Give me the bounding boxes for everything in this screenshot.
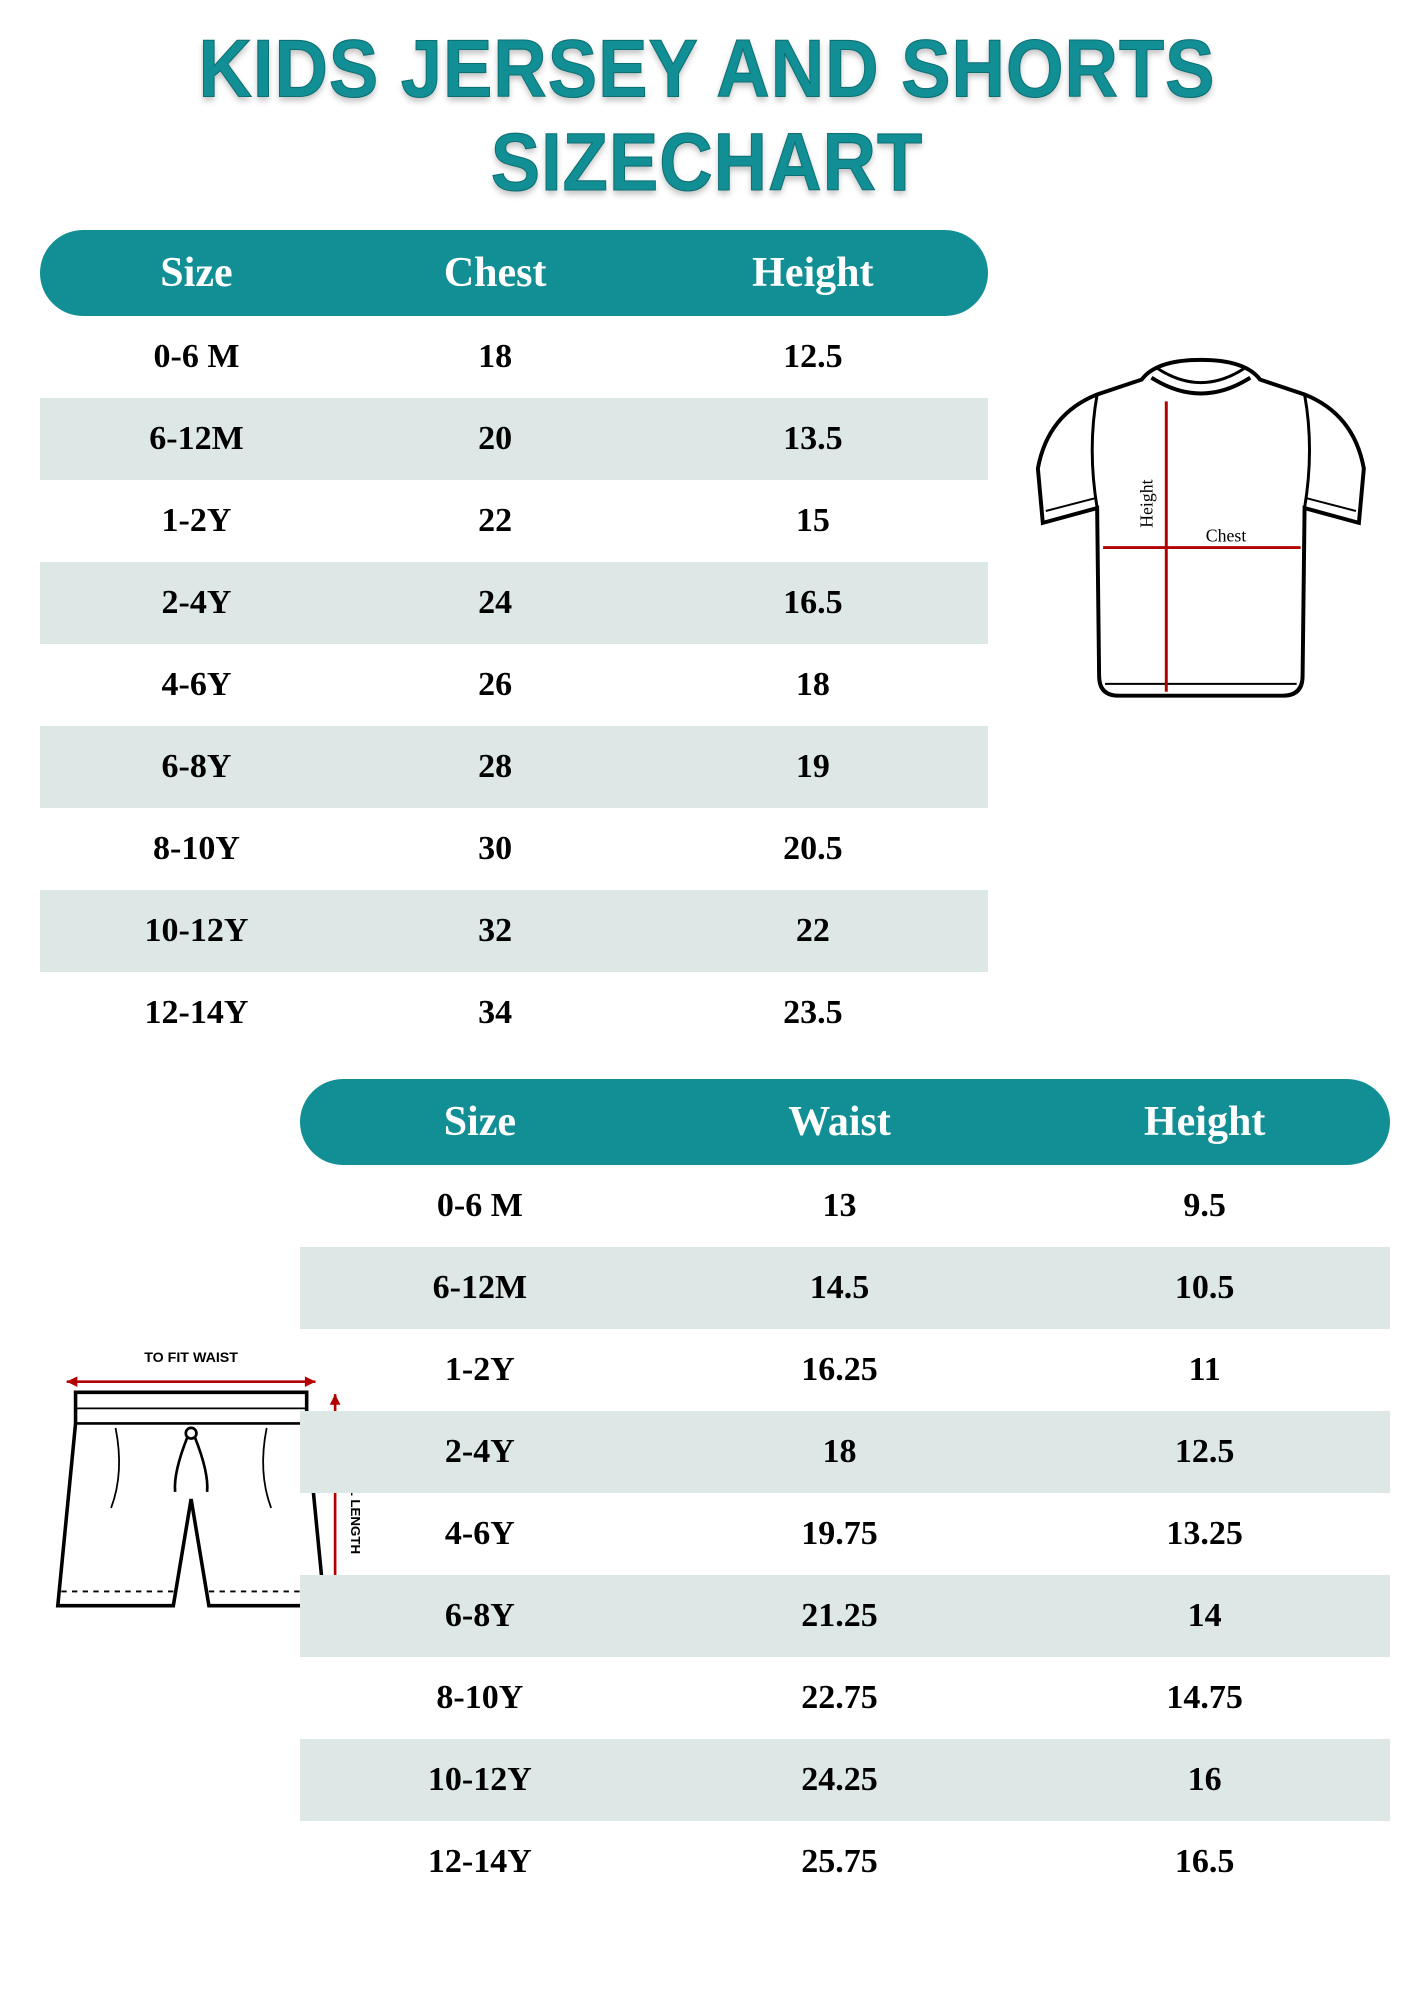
table-cell: 11 [1019, 1351, 1390, 1389]
table-cell: 19.75 [660, 1515, 1020, 1553]
shorts-header-waist: Waist [660, 1098, 1020, 1146]
table-cell: 12-14Y [40, 994, 353, 1032]
tshirt-icon: Height Chest [1028, 350, 1374, 725]
table-cell: 4-6Y [40, 666, 353, 704]
table-cell: 28 [353, 748, 637, 786]
table-cell: 20.5 [637, 830, 988, 868]
table-cell: 8-10Y [300, 1679, 660, 1717]
table-row: 1-2Y2215 [40, 480, 988, 562]
table-cell: 9.5 [1019, 1187, 1390, 1225]
table-row: 6-8Y21.2514 [300, 1575, 1390, 1657]
table-cell: 1-2Y [300, 1351, 660, 1389]
table-cell: 16 [1019, 1761, 1390, 1799]
table-cell: 14 [1019, 1597, 1390, 1635]
jersey-size-table: Size Chest Height 0-6 M1812.56-12M2013.5… [40, 230, 988, 1054]
table-cell: 4-6Y [300, 1515, 660, 1553]
table-cell: 12.5 [637, 338, 988, 376]
table-cell: 22 [353, 502, 637, 540]
table-cell: 12.5 [1019, 1433, 1390, 1471]
table-row: 8-10Y3020.5 [40, 808, 988, 890]
table-cell: 18 [353, 338, 637, 376]
shorts-size-table: Size Waist Height 0-6 M139.56-12M14.510.… [300, 1079, 1390, 1903]
jersey-table-header: Size Chest Height [40, 230, 988, 316]
shorts-table-header: Size Waist Height [300, 1079, 1390, 1165]
table-cell: 22.75 [660, 1679, 1020, 1717]
table-cell: 25.75 [660, 1843, 1020, 1881]
table-cell: 26 [353, 666, 637, 704]
table-cell: 18 [637, 666, 988, 704]
table-row: 1-2Y16.2511 [300, 1329, 1390, 1411]
shorts-header-size: Size [300, 1098, 660, 1146]
table-cell: 8-10Y [40, 830, 353, 868]
jersey-header-size: Size [40, 249, 353, 297]
table-row: 2-4Y2416.5 [40, 562, 988, 644]
table-cell: 19 [637, 748, 988, 786]
shorts-waist-label: TO FIT WAIST [144, 1350, 238, 1366]
table-row: 10-12Y24.2516 [300, 1739, 1390, 1821]
table-row: 10-12Y3222 [40, 890, 988, 972]
table-cell: 14.75 [1019, 1679, 1390, 1717]
table-cell: 30 [353, 830, 637, 868]
table-cell: 6-12M [40, 420, 353, 458]
table-row: 4-6Y2618 [40, 644, 988, 726]
table-row: 0-6 M1812.5 [40, 316, 988, 398]
table-cell: 23.5 [637, 994, 988, 1032]
table-cell: 6-12M [300, 1269, 660, 1307]
table-cell: 1-2Y [40, 502, 353, 540]
table-cell: 16.5 [637, 584, 988, 622]
page-title: KIDS JERSEY AND SHORTS SIZECHART [40, 22, 1374, 209]
tshirt-chest-label: Chest [1206, 526, 1247, 546]
table-row: 12-14Y25.7516.5 [300, 1821, 1390, 1903]
table-cell: 20 [353, 420, 637, 458]
shorts-header-height: Height [1019, 1098, 1390, 1146]
table-row: 0-6 M139.5 [300, 1165, 1390, 1247]
table-cell: 10-12Y [40, 912, 353, 950]
table-cell: 6-8Y [40, 748, 353, 786]
tshirt-diagram: Height Chest [1028, 350, 1374, 730]
table-cell: 0-6 M [300, 1187, 660, 1225]
table-cell: 10.5 [1019, 1269, 1390, 1307]
table-cell: 2-4Y [300, 1433, 660, 1471]
table-cell: 21.25 [660, 1597, 1020, 1635]
table-row: 6-12M2013.5 [40, 398, 988, 480]
table-cell: 24 [353, 584, 637, 622]
table-cell: 34 [353, 994, 637, 1032]
jersey-header-chest: Chest [353, 249, 637, 297]
table-cell: 15 [637, 502, 988, 540]
table-cell: 10-12Y [300, 1761, 660, 1799]
table-cell: 13 [660, 1187, 1020, 1225]
jersey-header-height: Height [637, 249, 988, 297]
table-row: 6-8Y2819 [40, 726, 988, 808]
table-cell: 13.25 [1019, 1515, 1390, 1553]
table-cell: 13.5 [637, 420, 988, 458]
table-row: 12-14Y3423.5 [40, 972, 988, 1054]
table-row: 4-6Y19.7513.25 [300, 1493, 1390, 1575]
table-cell: 16.5 [1019, 1843, 1390, 1881]
table-cell: 16.25 [660, 1351, 1020, 1389]
table-cell: 0-6 M [40, 338, 353, 376]
table-cell: 14.5 [660, 1269, 1020, 1307]
table-row: 8-10Y22.7514.75 [300, 1657, 1390, 1739]
table-cell: 2-4Y [40, 584, 353, 622]
tshirt-height-label: Height [1137, 479, 1157, 527]
table-cell: 12-14Y [300, 1843, 660, 1881]
table-cell: 18 [660, 1433, 1020, 1471]
table-cell: 32 [353, 912, 637, 950]
table-row: 6-12M14.510.5 [300, 1247, 1390, 1329]
table-cell: 6-8Y [300, 1597, 660, 1635]
table-cell: 22 [637, 912, 988, 950]
table-cell: 24.25 [660, 1761, 1020, 1799]
table-row: 2-4Y1812.5 [300, 1411, 1390, 1493]
